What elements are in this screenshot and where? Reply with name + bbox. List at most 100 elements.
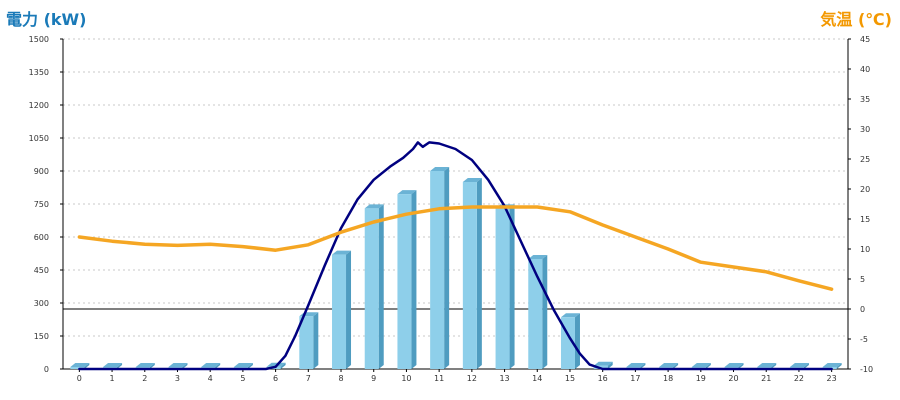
power-bar-front	[495, 208, 510, 369]
left-tick-label: 1200	[29, 101, 49, 110]
power-bar-top	[201, 363, 221, 367]
power-bar-side	[509, 204, 515, 369]
power-bar-side	[705, 363, 711, 369]
power-bar-top	[691, 363, 711, 367]
gridlines	[63, 38, 848, 337]
x-tick-label: 10	[401, 374, 411, 383]
power-bar-top	[724, 363, 744, 367]
power-bar	[364, 204, 384, 369]
power-bar	[332, 250, 352, 369]
power-bar-front	[299, 316, 314, 369]
power-bar-side	[640, 363, 646, 369]
left-tick-label: 450	[34, 266, 49, 275]
right-tick-label: 30	[860, 125, 870, 134]
x-tick-label: 19	[696, 374, 706, 383]
power-bar	[495, 204, 515, 369]
power-bar-front	[430, 171, 445, 369]
power-bar-top	[103, 363, 123, 367]
power-bar-top	[789, 363, 809, 367]
x-tick-label: 4	[208, 374, 213, 383]
x-tick-label: 22	[794, 374, 804, 383]
x-tick-label: 12	[467, 374, 477, 383]
power-bar-side	[247, 363, 253, 369]
right-axis-title: 気温 (℃)	[820, 10, 892, 29]
power-bar-side	[444, 167, 450, 369]
power-bar-top	[593, 361, 613, 366]
right-tick-label: 25	[860, 155, 870, 164]
power-bar-side	[215, 363, 221, 369]
right-tick-label: 5	[860, 275, 865, 284]
power-bar-top	[822, 363, 842, 367]
x-tick-label: 6	[273, 374, 278, 383]
x-tick-label: 1	[110, 374, 115, 383]
power-bar	[430, 167, 450, 369]
power-bar-front	[332, 254, 347, 369]
power-bar-top	[233, 363, 253, 367]
power-bar-top	[70, 363, 90, 367]
x-tick-label: 3	[175, 374, 180, 383]
x-tick-label: 13	[499, 374, 509, 383]
power-bar-top	[364, 204, 384, 209]
chart-lines	[77, 141, 834, 371]
power-bar	[70, 363, 90, 369]
power-bar-front	[397, 194, 412, 369]
x-tick-label: 7	[306, 374, 311, 383]
power-bar-side	[771, 363, 777, 369]
x-tick-label: 14	[532, 374, 542, 383]
right-tick-label: -5	[860, 335, 868, 344]
power-bar-front	[462, 182, 477, 369]
power-bar-side	[574, 313, 580, 369]
right-tick-label: 40	[860, 65, 870, 74]
power-bar	[462, 178, 482, 369]
power-bar	[397, 190, 417, 369]
power-bar-side	[673, 363, 679, 369]
power-bar-side	[84, 363, 90, 369]
right-tick-label: 10	[860, 245, 870, 254]
x-tick-label: 16	[598, 374, 608, 383]
temperature-line	[77, 205, 834, 291]
x-tick-label: 17	[630, 374, 640, 383]
power-bar-side	[346, 250, 352, 369]
power-bar-side	[117, 363, 123, 369]
power-bar-side	[313, 312, 319, 369]
power-bar-side	[476, 178, 482, 369]
right-tick-label: 35	[860, 95, 870, 104]
left-tick-label: 150	[34, 332, 49, 341]
x-tick-label: 21	[761, 374, 771, 383]
power-bar-top	[757, 363, 777, 367]
power-bar	[299, 312, 319, 369]
x-tick-label: 0	[77, 374, 82, 383]
power-bar-side	[378, 204, 384, 369]
power-bar-top	[560, 313, 580, 318]
power-bar-top	[332, 250, 352, 255]
left-tick-label: 0	[44, 365, 49, 374]
power-bar-front	[364, 208, 379, 369]
right-tick-label: -10	[860, 365, 873, 374]
power-bar-side	[803, 363, 809, 369]
power-bar-top	[397, 190, 417, 195]
left-tick-label: 750	[34, 200, 49, 209]
power-bar-side	[411, 190, 417, 369]
power-bar-front	[528, 259, 543, 369]
power-bar-top	[430, 167, 450, 171]
x-tick-label: 2	[142, 374, 147, 383]
power-bar-top	[626, 363, 646, 367]
power-bar-top	[135, 363, 155, 367]
x-tick-label: 23	[827, 374, 837, 383]
left-axis-title: 電力 (kW)	[6, 10, 87, 29]
power-bar-side	[280, 362, 286, 369]
right-tick-label: 20	[860, 185, 870, 194]
power-bar-side	[836, 363, 842, 369]
left-tick-label: 300	[34, 299, 49, 308]
power-bar-side	[149, 363, 155, 369]
x-tick-label: 11	[434, 374, 444, 383]
power-bar-front	[70, 367, 85, 369]
left-tick-label: 1350	[29, 68, 49, 77]
tick-labels: 01503004506007509001050120013501500-10-5…	[29, 35, 873, 383]
power-bar-side	[738, 363, 744, 369]
power-bar-side	[542, 255, 548, 369]
axes	[60, 38, 851, 372]
left-tick-label: 600	[34, 233, 49, 242]
power-bar-top	[462, 178, 482, 182]
